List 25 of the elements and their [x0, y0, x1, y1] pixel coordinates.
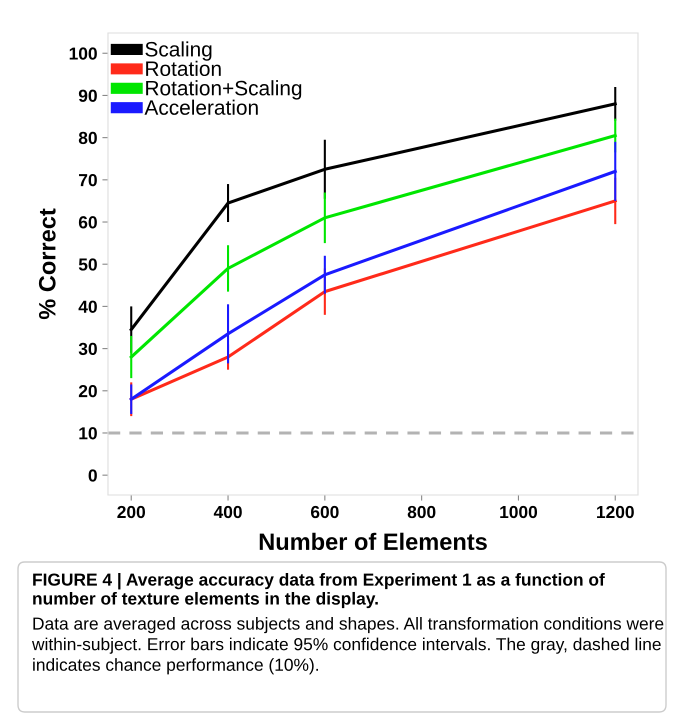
x-tick-label: 600 — [310, 506, 339, 518]
y-tick-label: 20 — [78, 384, 97, 398]
y-tick-label: 80 — [78, 132, 97, 144]
y-tick-label: 90 — [78, 90, 97, 102]
y-tick-label: 70 — [79, 174, 97, 186]
y-tick-label: 100 — [70, 47, 97, 60]
text: Data are averaged across subjects and shapes. All transformation conditions were within-subject. Error bars indicate 95% confidence intervals. The gray, dashed line indicates chance performance (10%). — [32, 617, 664, 674]
legend-label: Rotation+Scaling — [146, 80, 302, 100]
legend-label: Acceleration — [144, 100, 258, 115]
y-tick-label: 60 — [78, 216, 97, 228]
text: FIGURE 4 | Average accuracy data from Experiment 1 as a function of number of texture elements in the display. — [33, 573, 605, 608]
y-tick-label: 50 — [78, 258, 97, 271]
y-tick-label: 30 — [78, 342, 97, 356]
legend-label: Rotation — [146, 60, 221, 76]
y-tick-label: 10 — [79, 427, 97, 440]
legend-label: Scaling — [145, 41, 212, 61]
x-tick-label: 800 — [408, 506, 436, 518]
x-tick-label: 1000 — [500, 506, 538, 518]
y-tick-label: 40 — [78, 300, 97, 313]
x-tick-label: 400 — [214, 506, 242, 518]
x-tick-label: 1200 — [597, 506, 634, 518]
y-tick-label: 0 — [88, 469, 97, 482]
x-axis-title: Number of Elements — [260, 532, 487, 550]
x-tick-label: 200 — [117, 506, 146, 518]
y-axis-title: % Correct — [38, 208, 56, 320]
